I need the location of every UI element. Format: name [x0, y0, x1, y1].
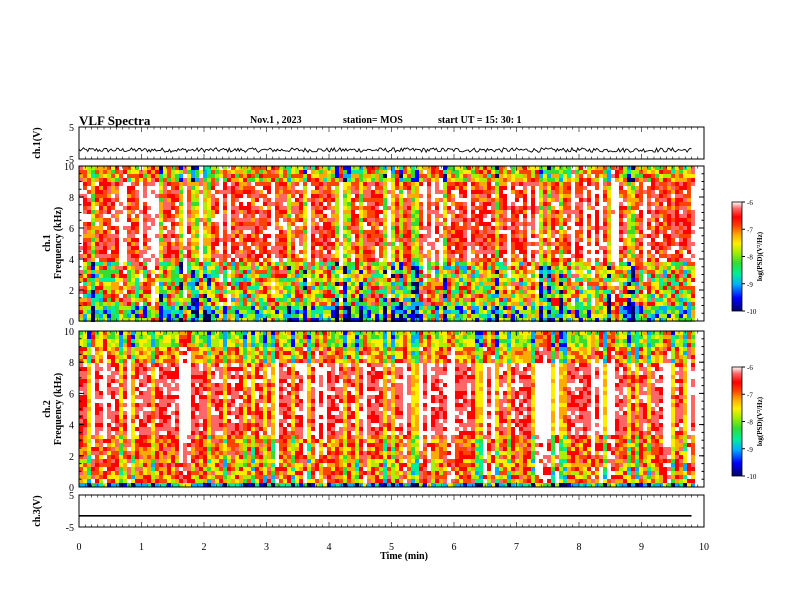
chart-title: VLF Spectra — [79, 113, 151, 128]
colorbar-tick-label: -7 — [747, 226, 753, 234]
colorbar-tick-label: -8 — [747, 419, 753, 427]
y-tick-label: 4 — [69, 255, 74, 266]
y-axis-label: ch.3(V) — [32, 495, 43, 526]
x-axis-label: Time (min) — [380, 551, 428, 562]
y-axis-label: ch.1Frequency (kHz) — [42, 207, 64, 279]
y-tick-label: 0 — [69, 317, 74, 328]
colorbar-tick-label: -10 — [747, 473, 757, 481]
colorbar-tick-label: -6 — [747, 364, 753, 372]
time-axis: 0 1 2 3 4 5 6 7 8 9 10 Time (min) — [77, 542, 710, 562]
x-tick-label: 3 — [264, 542, 269, 553]
colorbar-tick-label: -7 — [747, 391, 753, 399]
x-tick-label: 10 — [699, 542, 709, 553]
y-tick-label: 10 — [64, 162, 74, 173]
y-tick-label: 5 — [69, 491, 74, 502]
colorbar-label: log(PSD)(V²/Hz) — [756, 396, 764, 446]
colorbar-scale — [731, 366, 743, 477]
x-tick-label: 5 — [389, 542, 394, 553]
y-tick-label: 6 — [69, 224, 74, 235]
ch1-waveform-panel: 5 -5 ch.1(V) — [32, 123, 705, 166]
y-tick-label: -5 — [66, 523, 74, 534]
x-tick-label: 1 — [139, 542, 144, 553]
y-tick-label: -5 — [66, 155, 74, 166]
date-label: Nov.1 , 2023 — [250, 115, 302, 126]
y-tick-label: 2 — [69, 286, 74, 297]
y-tick-label: 2 — [69, 452, 74, 463]
x-tick-label: 9 — [639, 542, 644, 553]
y-tick-label: 8 — [69, 193, 74, 204]
spectrogram-cells — [79, 331, 695, 487]
y-tick-label: 0 — [69, 483, 74, 494]
colorbar-ch2: -6 -7 -8 -9 -10 log(PSD)(V²/Hz) — [731, 364, 764, 481]
x-tick-label: 6 — [452, 542, 457, 553]
x-tick-label: 8 — [577, 542, 582, 553]
spectrogram-cells — [79, 166, 695, 322]
colorbar-ch1: -6 -7 -8 -9 -10 log(PSD)(V²/Hz) — [731, 199, 764, 316]
x-tick-label: 7 — [514, 542, 519, 553]
colorbar-tick-label: -9 — [747, 281, 753, 289]
colorbar-tick-label: -9 — [747, 446, 753, 454]
colorbar-tick-label: -8 — [747, 254, 753, 262]
x-tick-label: 2 — [202, 542, 207, 553]
ch1-spectrogram-panel: 0 2 4 6 8 10 ch.1Frequency (kHz) — [42, 162, 705, 328]
colorbar-tick-label: -6 — [747, 199, 753, 207]
station-label: station= MOS — [343, 115, 403, 126]
x-tick-label: 4 — [327, 542, 332, 553]
colorbar-label: log(PSD)(V²/Hz) — [756, 231, 764, 281]
waveform-trace — [78, 146, 692, 154]
y-axis-label: ch.1(V) — [32, 127, 43, 158]
ch3-waveform-panel: 5 -5 ch.3(V) — [32, 491, 705, 534]
ch2-spectrogram-panel: 0 2 4 6 8 10 ch.2Frequency (kHz) — [42, 327, 705, 494]
y-tick-label: 4 — [69, 421, 74, 432]
y-tick-label: 6 — [69, 389, 74, 400]
x-tick-label: 0 — [77, 542, 82, 553]
y-tick-label: 8 — [69, 358, 74, 369]
y-tick-label: 10 — [64, 327, 74, 338]
y-axis-label: ch.2Frequency (kHz) — [42, 373, 64, 445]
colorbar-scale — [731, 201, 743, 312]
y-tick-label: 5 — [69, 123, 74, 134]
start-time-label: start UT = 15: 30: 1 — [438, 115, 522, 126]
colorbar-tick-label: -10 — [747, 308, 757, 316]
